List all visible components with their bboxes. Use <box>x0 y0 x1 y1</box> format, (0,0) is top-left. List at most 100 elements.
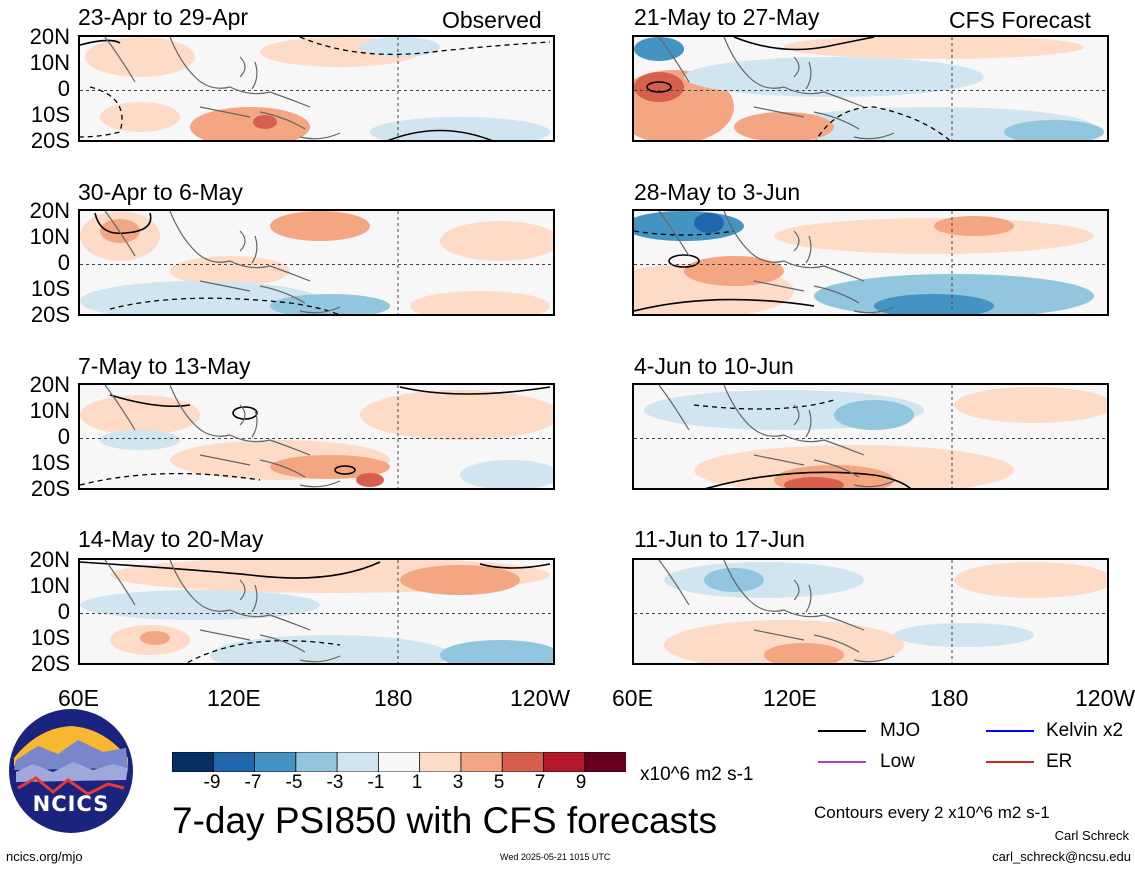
colorbar-swatch <box>295 751 338 773</box>
colorbar-tick: 1 <box>411 772 423 793</box>
lat-label: 0 <box>57 250 70 275</box>
colorbar-tick: 9 <box>575 772 587 793</box>
map-panel <box>78 558 555 665</box>
lat-label: 0 <box>57 76 70 101</box>
map-panel <box>78 383 555 490</box>
map-panel <box>78 35 555 142</box>
colorbar-tick: -5 <box>285 772 303 793</box>
legend-line-er <box>986 761 1034 763</box>
colorbar-swatch <box>584 751 627 773</box>
lat-label: 10N <box>29 224 70 249</box>
anomaly-field <box>634 560 1107 663</box>
colorbar-swatch <box>254 751 297 773</box>
footer-author: Carl Schreck <box>1054 828 1129 843</box>
colorbar <box>171 751 627 773</box>
lon-label: 180 <box>374 685 413 711</box>
panel-title: 23-Apr to 29-Apr <box>78 4 249 30</box>
lon-label: 60E <box>58 685 99 711</box>
lon-label: 120W <box>510 685 571 711</box>
coastline <box>658 211 895 314</box>
coastline <box>658 560 895 663</box>
colorbar-swatch <box>212 751 256 773</box>
lat-label: 20N <box>29 198 70 223</box>
colorbar-tick: -3 <box>326 772 344 793</box>
footer-timestamp: Wed 2025-05-21 1015 UTC <box>500 852 611 862</box>
coastline <box>104 385 341 488</box>
lat-label: 0 <box>57 599 70 624</box>
panel-title: 14-May to 20-May <box>78 526 264 552</box>
coastline <box>104 560 341 663</box>
lat-label: 10S <box>30 450 70 475</box>
coastline <box>658 385 895 488</box>
colorbar-swatch <box>501 751 545 773</box>
anomaly-field <box>80 560 553 663</box>
colorbar-swatch <box>336 751 380 773</box>
observed-label: Observed <box>442 7 542 33</box>
legend-line-mjo <box>818 730 866 732</box>
panel-title: 28-May to 3-Jun <box>634 179 801 205</box>
legend-line-low <box>818 761 866 763</box>
colorbar-tick: -1 <box>367 772 385 793</box>
legend-line-kelvin <box>986 730 1034 732</box>
lon-label: 120E <box>207 685 261 711</box>
colorbar-tick: 5 <box>493 772 505 793</box>
anomaly-field <box>80 385 553 488</box>
contour-note: Contours every 2 x10^6 m2 s-1 <box>814 803 1050 822</box>
colorbar-swatches <box>171 751 627 773</box>
coastline <box>104 211 341 314</box>
anomaly-field <box>80 37 553 140</box>
lat-label: 20N <box>29 547 70 572</box>
anomaly-field <box>634 37 1107 140</box>
logo-graphic <box>9 709 133 833</box>
map-panel <box>78 209 555 316</box>
forecast-label: CFS Forecast <box>949 7 1091 33</box>
lat-label: 20S <box>30 651 70 676</box>
logo-text: NCICS <box>32 792 110 816</box>
anomaly-field <box>634 211 1107 314</box>
colorbar-swatch <box>543 751 586 773</box>
lon-label: 120E <box>763 685 817 711</box>
panel-title: 21-May to 27-May <box>634 4 820 30</box>
lat-label: 20S <box>30 302 70 327</box>
footer-email[interactable]: carl_schreck@ncsu.edu <box>992 849 1131 864</box>
legend-label-kelvin: Kelvin x2 <box>1046 720 1124 741</box>
colorbar-swatch <box>171 751 215 773</box>
anomaly-field <box>80 211 553 314</box>
lat-label: 20S <box>30 476 70 501</box>
legend-label-low: Low <box>880 751 915 772</box>
lon-label: 60E <box>612 685 653 711</box>
panel-title: 7-May to 13-May <box>78 353 251 379</box>
legend-label-mjo: MJO <box>880 720 921 741</box>
map-panel <box>632 209 1109 316</box>
main-title: 7-day PSI850 with CFS forecasts <box>172 800 717 841</box>
coastline <box>104 37 341 140</box>
lat-label: 10N <box>29 398 70 423</box>
colorbar-swatch <box>419 751 462 773</box>
colorbar-tick: -9 <box>203 772 221 793</box>
lon-label: 120W <box>1075 685 1135 711</box>
lat-label: 10N <box>29 573 70 598</box>
legend-label-er: ER <box>1046 751 1073 772</box>
colorbar-tick: 3 <box>452 772 464 793</box>
colorbar-swatch <box>377 751 421 773</box>
anomaly-field <box>634 385 1107 488</box>
lat-label: 0 <box>57 424 70 449</box>
panel-title: 11-Jun to 17-Jun <box>634 526 805 552</box>
lon-label: 180 <box>930 685 969 711</box>
lat-label: 20S <box>30 128 70 153</box>
lat-label: 10S <box>30 102 70 127</box>
panel-title: 4-Jun to 10-Jun <box>634 353 794 379</box>
footer-url[interactable]: ncics.org/mjo <box>6 849 83 864</box>
map-panel <box>632 558 1109 665</box>
coastline <box>658 37 895 140</box>
lat-label: 10S <box>30 625 70 650</box>
map-panel <box>632 383 1109 490</box>
lat-label: 20N <box>29 24 70 49</box>
ncics-logo: NCICS <box>8 708 134 834</box>
colorbar-tick: -7 <box>244 772 262 793</box>
panel-title: 30-Apr to 6-May <box>78 179 243 205</box>
map-panel <box>632 35 1109 142</box>
colorbar-tick: 7 <box>534 772 546 793</box>
lat-label: 20N <box>29 372 70 397</box>
colorbar-swatch <box>460 751 504 773</box>
